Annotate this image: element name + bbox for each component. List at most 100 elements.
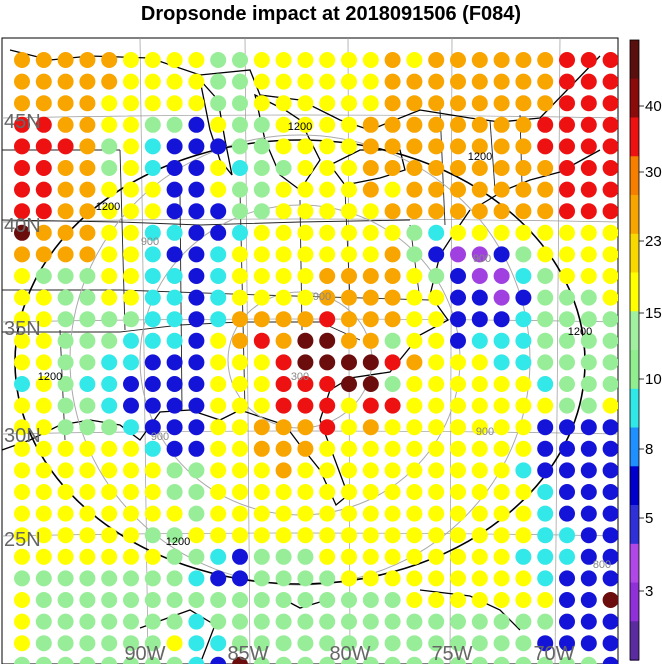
longitude-labels: 90W 85W 80W 75W 70W	[124, 643, 574, 664]
impact-dot	[515, 527, 532, 544]
impact-dot	[493, 52, 510, 68]
impact-dot	[188, 548, 205, 565]
impact-dot	[166, 268, 183, 284]
impact-dot	[406, 635, 423, 652]
impact-dot	[362, 570, 379, 587]
impact-dot	[428, 484, 445, 500]
impact-dot	[253, 440, 270, 457]
impact-dot	[144, 116, 161, 133]
impact-dot	[450, 116, 466, 133]
impact-dot	[450, 354, 466, 371]
impact-dot	[537, 548, 554, 565]
impact-dot	[79, 354, 96, 371]
impact-dot	[493, 160, 510, 176]
impact-dot	[515, 95, 532, 112]
impact-dot	[602, 311, 618, 328]
impact-dot	[57, 484, 74, 500]
impact-dot	[188, 138, 205, 155]
impact-dot	[362, 95, 379, 112]
impact-dot	[319, 354, 336, 371]
impact-dot	[232, 440, 248, 457]
impact-dot	[297, 592, 314, 608]
impact-dot	[537, 73, 554, 90]
impact-dot	[57, 635, 74, 652]
impact-dot	[275, 116, 292, 133]
impact-dot	[123, 311, 139, 328]
impact-dot	[580, 224, 597, 241]
impact-dot	[493, 354, 510, 371]
impact-dot	[450, 505, 466, 522]
range-ring-label: 300	[291, 371, 309, 383]
impact-dot	[101, 419, 118, 436]
longitude-label: 70W	[533, 643, 574, 664]
impact-dot	[559, 311, 575, 328]
impact-dot	[232, 160, 248, 176]
impact-dot	[450, 462, 466, 479]
impact-dot	[580, 332, 597, 349]
impact-dot	[188, 116, 205, 133]
impact-dot	[35, 332, 52, 349]
impact-dot	[450, 224, 466, 241]
impact-dot	[537, 160, 554, 176]
impact-dot	[253, 181, 270, 198]
impact-dot	[275, 52, 292, 68]
impact-dot	[35, 440, 52, 457]
impact-dot	[144, 548, 161, 565]
impact-dot	[166, 246, 183, 263]
impact-dot	[79, 332, 96, 349]
impact-dot	[35, 656, 52, 664]
impact-dot	[580, 376, 597, 392]
impact-dot	[384, 332, 401, 349]
longitude-label: 75W	[431, 643, 472, 664]
impact-dot	[210, 138, 227, 155]
impact-dot	[14, 73, 30, 90]
impact-dot	[362, 332, 379, 349]
impact-dot	[406, 268, 423, 284]
impact-dot	[428, 656, 445, 664]
impact-dot	[275, 527, 292, 544]
impact-dot	[123, 52, 139, 68]
impact-dot	[319, 656, 336, 664]
impact-dot	[275, 95, 292, 112]
impact-dot	[384, 246, 401, 263]
impact-dot	[210, 592, 227, 608]
impact-dot	[362, 116, 379, 133]
impact-dot	[319, 332, 336, 349]
impact-dot	[57, 181, 74, 198]
impact-dot	[210, 116, 227, 133]
impact-dot	[253, 462, 270, 479]
impact-dot	[450, 246, 466, 263]
colorbar-segment	[630, 350, 639, 390]
impact-dot	[537, 52, 554, 68]
impact-dot	[559, 160, 575, 176]
impact-dot	[406, 73, 423, 90]
impact-dot	[232, 419, 248, 436]
impact-dot	[144, 311, 161, 328]
impact-dot	[57, 95, 74, 112]
impact-dot	[210, 73, 227, 90]
impact-dot	[471, 656, 488, 664]
impact-dot	[101, 95, 118, 112]
impact-dot	[188, 462, 205, 479]
impact-dot	[362, 203, 379, 220]
impact-dot	[602, 592, 618, 608]
impact-dot	[471, 181, 488, 198]
impact-dot	[123, 224, 139, 241]
impact-dot	[428, 592, 445, 608]
impact-dot	[515, 224, 532, 241]
impact-dot	[537, 354, 554, 371]
impact-dot	[450, 397, 466, 414]
impact-dot	[471, 613, 488, 630]
impact-dot	[35, 397, 52, 414]
impact-dot	[275, 419, 292, 436]
impact-dot	[406, 613, 423, 630]
impact-dot	[602, 613, 618, 630]
impact-dot	[602, 505, 618, 522]
impact-dot	[123, 268, 139, 284]
impact-dot	[362, 440, 379, 457]
impact-dot	[319, 224, 336, 241]
impact-dot	[275, 311, 292, 328]
impact-dot	[493, 224, 510, 241]
impact-dot	[362, 462, 379, 479]
impact-dot	[602, 138, 618, 155]
